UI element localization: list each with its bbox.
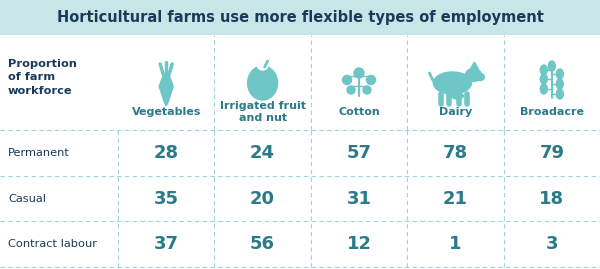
Circle shape xyxy=(343,76,352,84)
Ellipse shape xyxy=(556,89,563,99)
Text: 1: 1 xyxy=(449,235,461,253)
Ellipse shape xyxy=(548,61,556,71)
Text: Casual: Casual xyxy=(8,193,46,204)
Text: 35: 35 xyxy=(154,189,179,207)
Text: 3: 3 xyxy=(545,235,558,253)
Text: 78: 78 xyxy=(443,144,468,162)
Circle shape xyxy=(367,76,376,84)
Text: 21: 21 xyxy=(443,189,468,207)
Text: 31: 31 xyxy=(347,189,371,207)
Text: 28: 28 xyxy=(154,144,179,162)
Text: 79: 79 xyxy=(539,144,565,162)
Text: 18: 18 xyxy=(539,189,565,207)
Ellipse shape xyxy=(451,93,463,99)
Circle shape xyxy=(354,68,364,78)
Ellipse shape xyxy=(556,79,563,89)
Text: Dairy: Dairy xyxy=(439,107,472,117)
Ellipse shape xyxy=(466,69,481,82)
Ellipse shape xyxy=(556,69,563,79)
Polygon shape xyxy=(470,62,478,69)
Polygon shape xyxy=(159,78,173,106)
Text: Contract labour: Contract labour xyxy=(8,239,97,249)
Text: 20: 20 xyxy=(250,189,275,207)
Circle shape xyxy=(363,86,371,94)
Text: Irrigated fruit
and nut: Irrigated fruit and nut xyxy=(220,101,305,123)
Text: 37: 37 xyxy=(154,235,179,253)
Circle shape xyxy=(347,86,355,94)
Ellipse shape xyxy=(248,66,278,100)
Text: 24: 24 xyxy=(250,144,275,162)
Text: 56: 56 xyxy=(250,235,275,253)
Ellipse shape xyxy=(541,74,547,84)
FancyBboxPatch shape xyxy=(0,0,600,35)
Ellipse shape xyxy=(541,84,547,94)
Text: 57: 57 xyxy=(347,144,371,162)
Text: Proportion
of farm
workforce: Proportion of farm workforce xyxy=(8,59,77,96)
Text: Broadacre: Broadacre xyxy=(520,107,584,117)
Ellipse shape xyxy=(433,72,472,94)
Text: Cotton: Cotton xyxy=(338,107,380,117)
Text: Horticultural farms use more flexible types of employment: Horticultural farms use more flexible ty… xyxy=(56,10,544,25)
Ellipse shape xyxy=(541,65,547,75)
Text: Vegetables: Vegetables xyxy=(131,107,201,117)
Text: 12: 12 xyxy=(347,235,371,253)
Text: Permanent: Permanent xyxy=(8,148,70,158)
Ellipse shape xyxy=(476,73,484,80)
Ellipse shape xyxy=(257,62,268,70)
